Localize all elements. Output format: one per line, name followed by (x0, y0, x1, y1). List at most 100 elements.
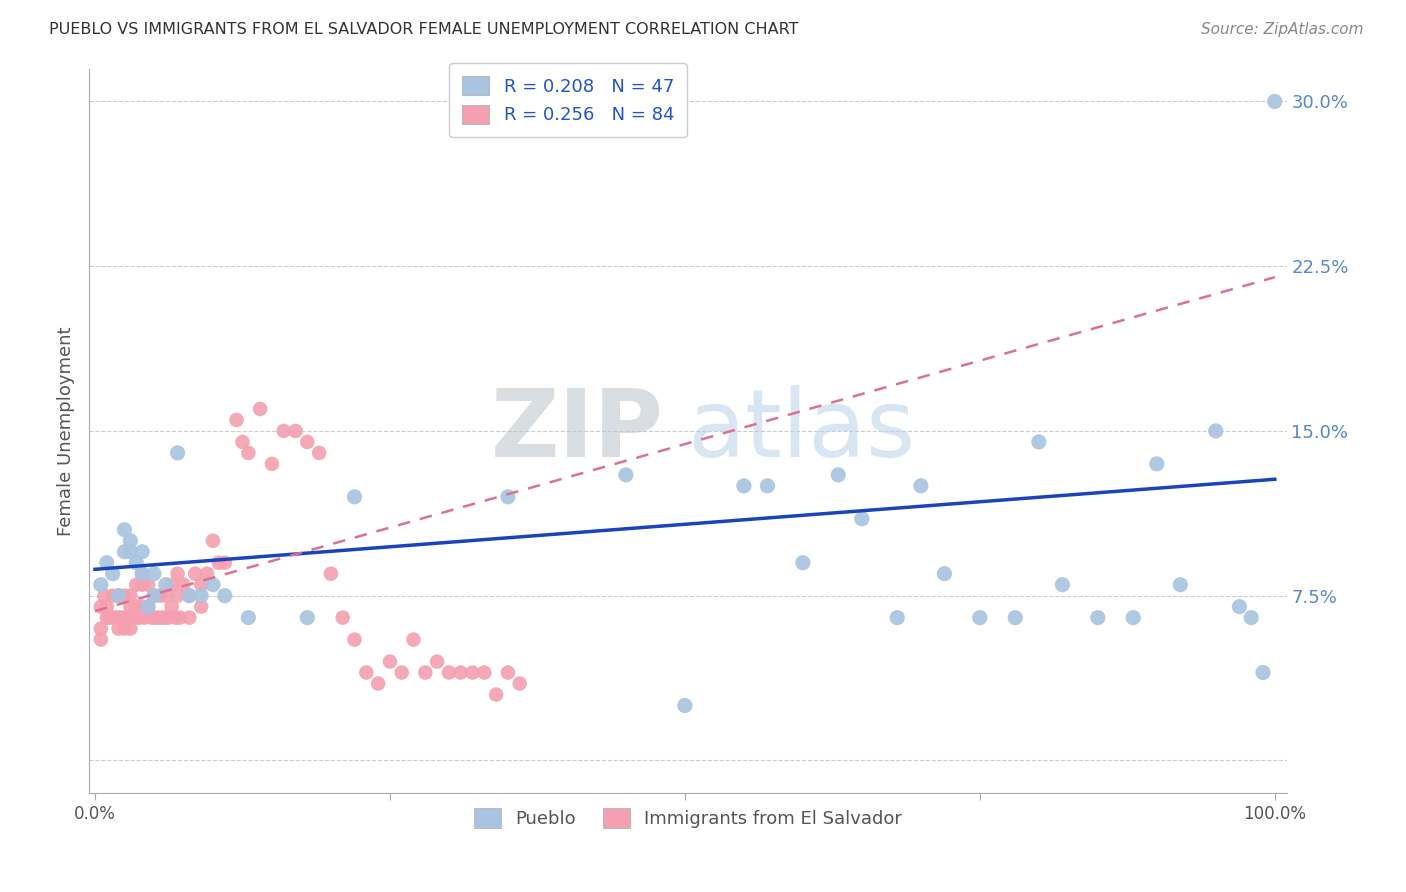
Point (155, 577, 177, 591)
Point (125, 556, 148, 570)
Point (107, 622, 129, 636)
Point (143, 589, 166, 603)
Point (509, 676, 531, 690)
Point (308, 446, 330, 460)
Point (120, 599, 142, 614)
Point (733, 479, 755, 493)
Point (1146, 457, 1168, 471)
Text: PUEBLO VS IMMIGRANTS FROM EL SALVADOR FEMALE UNEMPLOYMENT CORRELATION CHART: PUEBLO VS IMMIGRANTS FROM EL SALVADOR FE… (49, 22, 799, 37)
Point (166, 446, 188, 460)
Text: atlas: atlas (688, 385, 917, 477)
Legend: Pueblo, Immigrants from El Salvador: Pueblo, Immigrants from El Salvador (467, 801, 910, 835)
Point (934, 566, 956, 581)
Point (450, 665, 472, 680)
Point (120, 589, 142, 603)
Point (93, 589, 115, 603)
Point (910, 479, 932, 493)
Point (319, 566, 342, 581)
Point (1028, 434, 1050, 449)
Point (297, 434, 319, 449)
Point (101, 589, 124, 603)
Point (90, 599, 112, 614)
Point (120, 533, 142, 548)
Point (166, 589, 188, 603)
Point (160, 577, 183, 591)
Point (179, 589, 201, 603)
Point (120, 622, 142, 636)
Point (131, 545, 153, 559)
Point (231, 434, 253, 449)
Text: Source: ZipAtlas.com: Source: ZipAtlas.com (1201, 22, 1364, 37)
Point (114, 610, 136, 624)
Point (128, 610, 150, 624)
Point (190, 589, 212, 603)
Point (886, 610, 908, 624)
Point (96, 556, 118, 570)
Point (201, 533, 224, 548)
Point (238, 610, 260, 624)
Point (155, 610, 177, 624)
Point (391, 665, 413, 680)
Point (673, 698, 696, 713)
Point (496, 665, 519, 680)
Point (415, 665, 437, 680)
Point (125, 577, 148, 591)
Point (107, 589, 129, 603)
Point (107, 589, 129, 603)
Point (190, 577, 212, 591)
Point (131, 577, 153, 591)
Point (496, 490, 519, 504)
Point (214, 589, 236, 603)
Point (827, 467, 849, 482)
Point (402, 632, 425, 647)
Point (1251, 665, 1274, 680)
Point (131, 566, 153, 581)
Point (472, 665, 495, 680)
Point (343, 632, 366, 647)
Point (969, 610, 991, 624)
Point (145, 610, 167, 624)
Point (152, 610, 174, 624)
Point (343, 490, 366, 504)
Point (1087, 610, 1109, 624)
Point (273, 424, 295, 438)
Point (1205, 424, 1227, 438)
Point (260, 457, 283, 471)
Point (284, 424, 307, 438)
Point (134, 610, 156, 624)
Point (426, 655, 449, 669)
Point (136, 599, 159, 614)
Point (110, 610, 132, 624)
Y-axis label: Female Unemployment: Female Unemployment (58, 326, 75, 536)
Point (90, 577, 112, 591)
Point (131, 599, 153, 614)
Point (96, 599, 118, 614)
Point (136, 599, 159, 614)
Point (131, 566, 153, 581)
Point (851, 512, 873, 526)
Point (792, 556, 814, 570)
Point (1122, 610, 1144, 624)
Point (195, 566, 218, 581)
Point (756, 479, 779, 493)
Point (121, 610, 143, 624)
Point (120, 545, 142, 559)
Point (297, 610, 319, 624)
Point (356, 665, 378, 680)
Point (1229, 599, 1251, 614)
Point (378, 655, 401, 669)
Point (149, 589, 172, 603)
Point (90, 632, 112, 647)
Point (172, 577, 194, 591)
Point (238, 446, 260, 460)
Point (249, 401, 271, 416)
Point (614, 467, 637, 482)
Point (90, 622, 112, 636)
Point (169, 610, 191, 624)
Point (114, 589, 136, 603)
Point (141, 610, 163, 624)
Point (1004, 610, 1026, 624)
Point (485, 688, 508, 702)
Point (101, 610, 124, 624)
Point (1240, 610, 1263, 624)
